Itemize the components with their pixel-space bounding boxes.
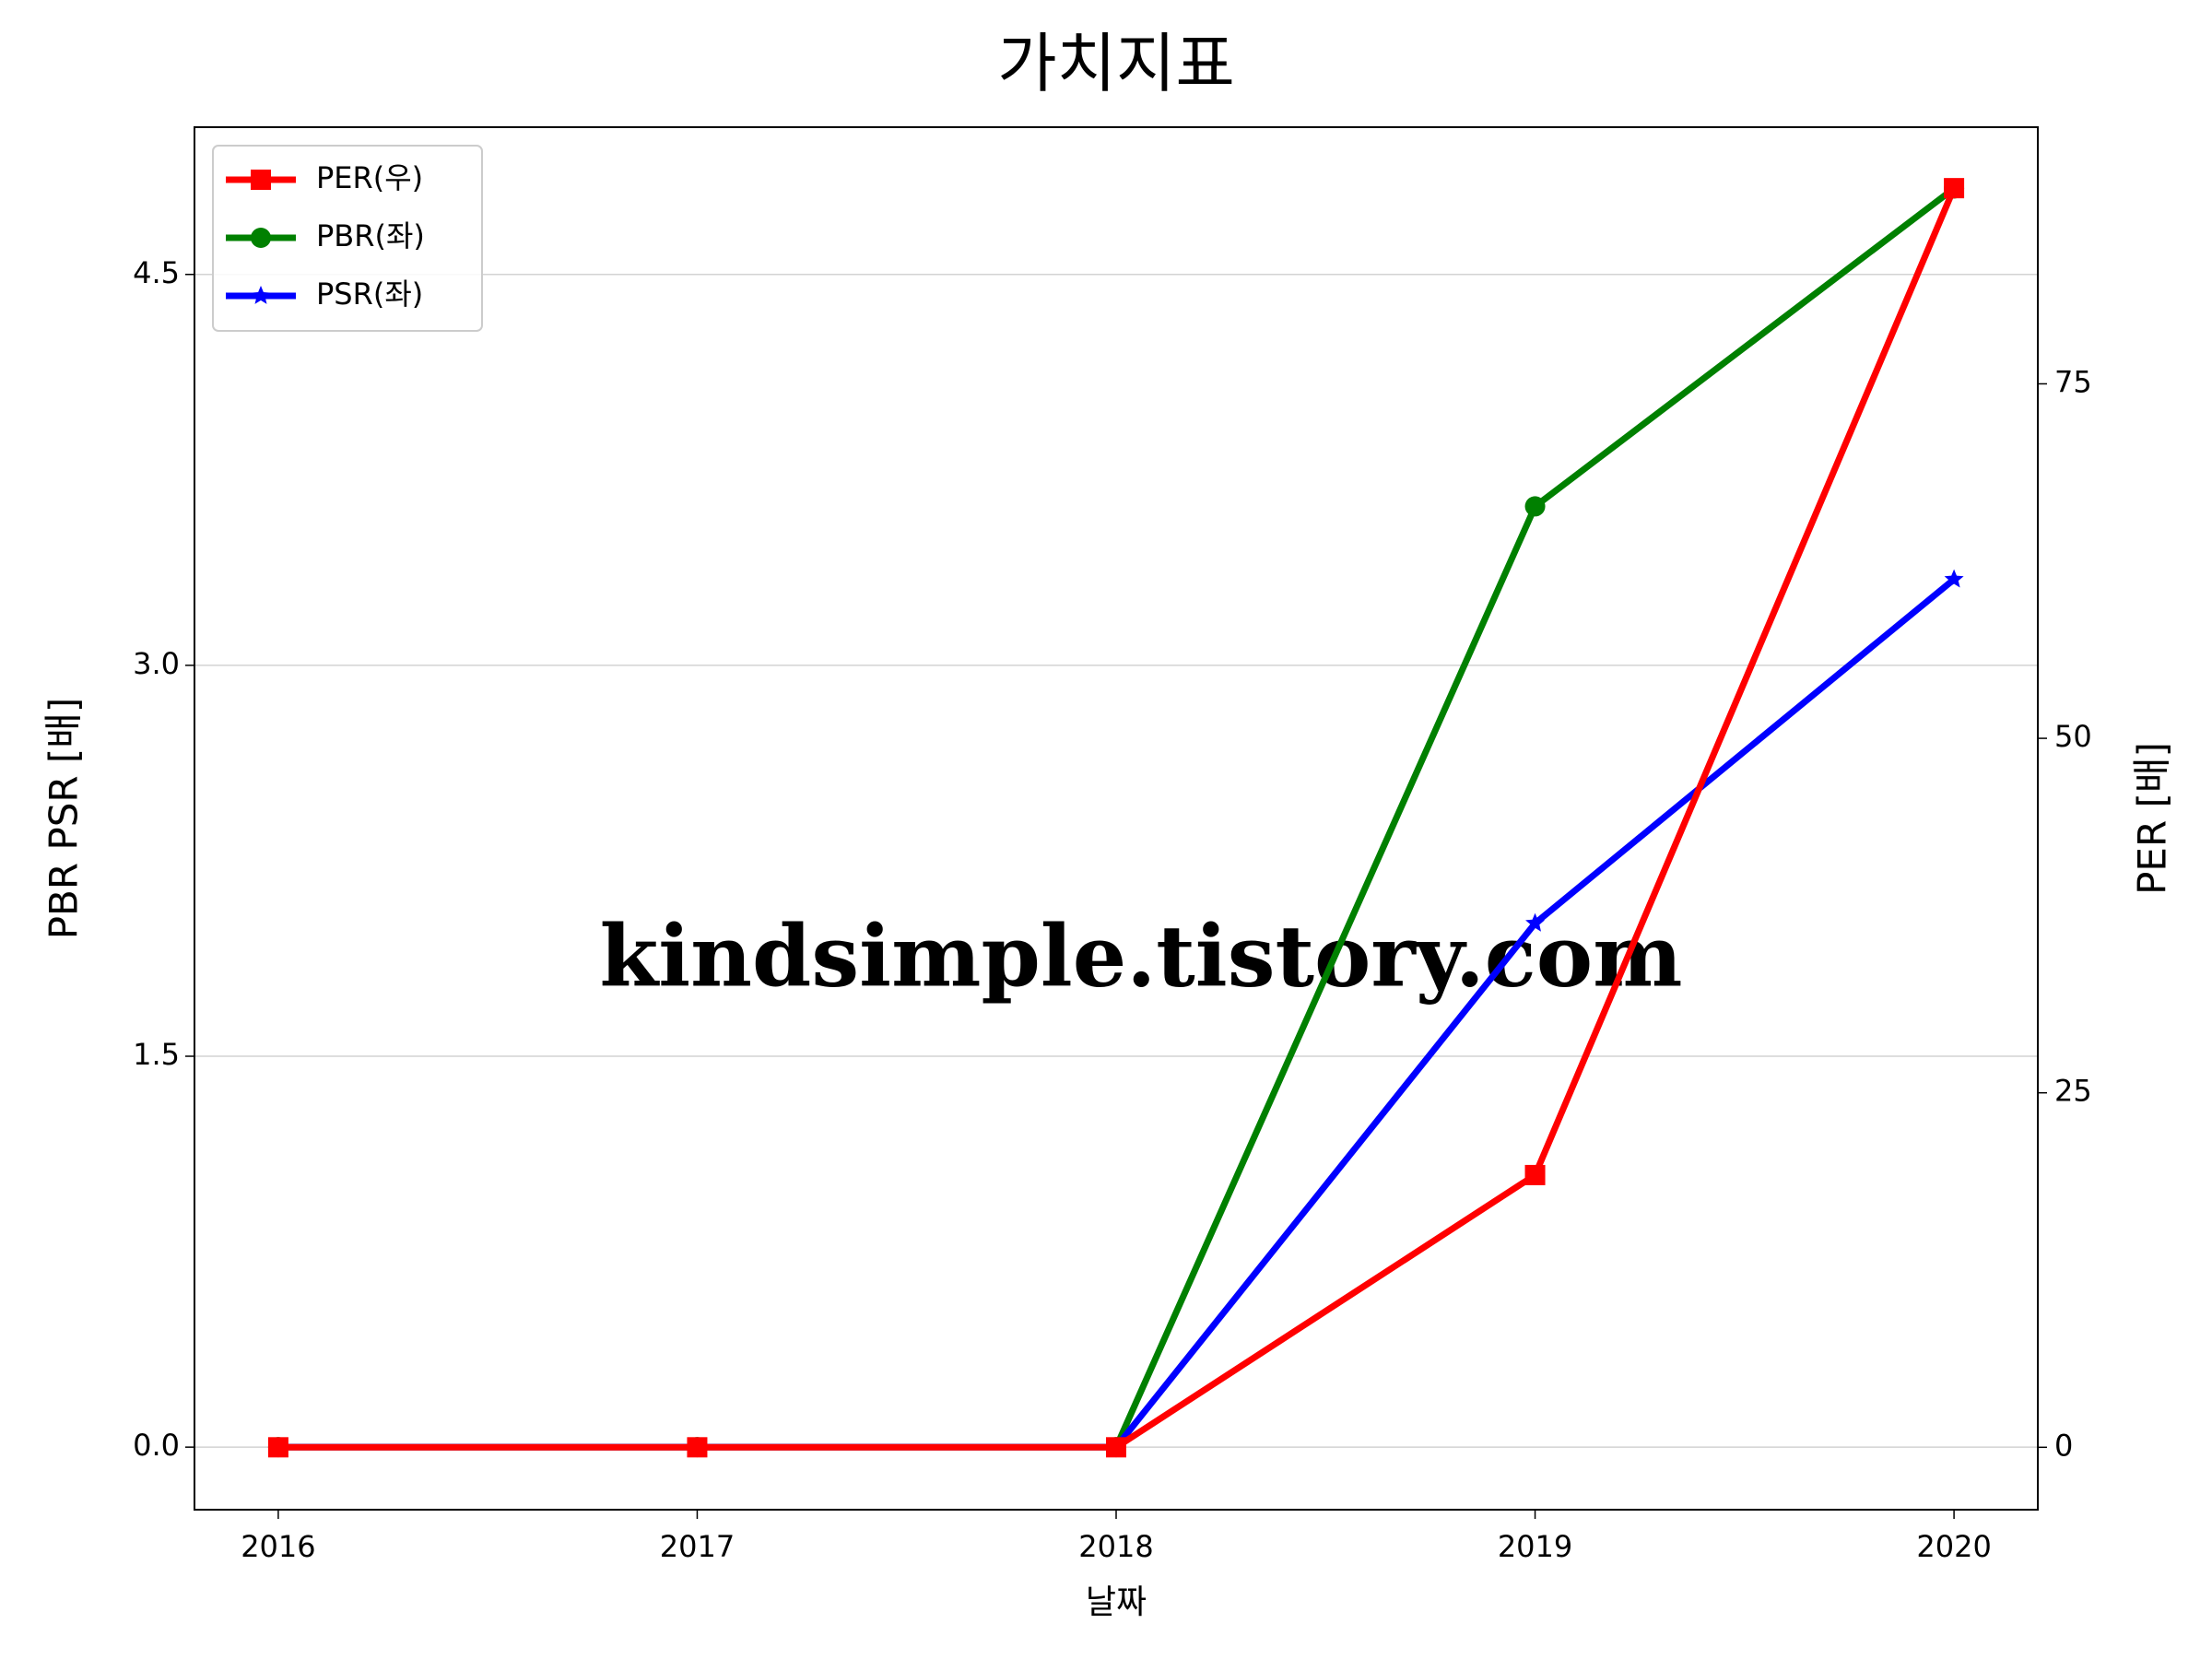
x-tick-label: 2019 [1498, 1529, 1572, 1564]
legend: PER(우) PBR(좌) PSR(좌) [212, 145, 483, 332]
plot-frame [194, 126, 2039, 1511]
marker [1106, 1437, 1126, 1458]
legend-label: PBR(좌) [316, 218, 425, 253]
marker [687, 1437, 708, 1458]
legend-label: PER(우) [316, 160, 423, 195]
y-tick-label: 3.0 [133, 646, 180, 681]
x-axis-label: 날짜 [1086, 1583, 1147, 1621]
x-tick-label: 2017 [660, 1529, 735, 1564]
marker [251, 228, 271, 248]
x-tick-label: 2018 [1078, 1529, 1153, 1564]
series-line [277, 185, 1957, 1451]
y-axis-label: PBR PSR [배] [41, 698, 87, 940]
legend-label: PSR(좌) [316, 276, 423, 312]
marker [267, 1437, 288, 1458]
x-tick-label: 2020 [1916, 1529, 1991, 1564]
marker [1524, 1164, 1546, 1185]
x-tick-label: 2016 [241, 1529, 315, 1564]
y2-axis-label: PER [배] [2130, 742, 2175, 895]
y2-tick-label: 75 [2054, 364, 2092, 399]
y2-tick-label: 25 [2054, 1074, 2092, 1109]
chart-title: 가치지표 [997, 26, 1235, 101]
marker [1525, 912, 1545, 932]
marker [251, 170, 271, 190]
marker [1944, 569, 1964, 588]
y2-tick-label: 0 [2054, 1428, 2073, 1463]
marker [1944, 178, 1965, 199]
series-line [277, 576, 1957, 1451]
marker [251, 286, 271, 304]
y-tick-label: 4.5 [133, 255, 180, 290]
y-tick-label: 0.0 [133, 1428, 180, 1463]
marker [1524, 496, 1546, 517]
legend-box [212, 145, 483, 332]
watermark: kindsimple.tistory.com [599, 907, 1682, 1006]
y2-tick-label: 50 [2054, 719, 2092, 754]
y-tick-label: 1.5 [133, 1037, 180, 1072]
